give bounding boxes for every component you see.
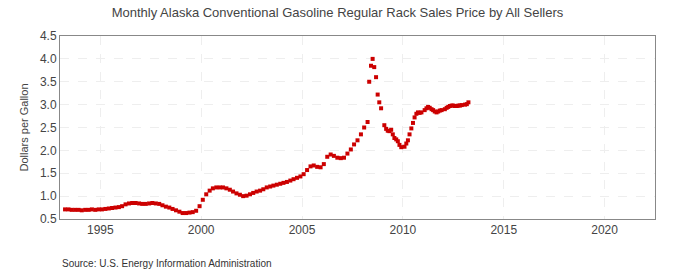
svg-text:2.5: 2.5 <box>40 121 57 135</box>
svg-text:1995: 1995 <box>87 223 114 237</box>
svg-text:2010: 2010 <box>390 223 417 237</box>
svg-text:0.5: 0.5 <box>40 212 57 226</box>
svg-text:Source: U.S. Energy Informatio: Source: U.S. Energy Information Administ… <box>62 258 272 269</box>
svg-text:4.0: 4.0 <box>40 52 57 66</box>
svg-text:1.0: 1.0 <box>40 189 57 203</box>
svg-text:2015: 2015 <box>490 223 517 237</box>
svg-text:1.5: 1.5 <box>40 166 57 180</box>
svg-text:3.5: 3.5 <box>40 75 57 89</box>
svg-text:Dollars per Gallon: Dollars per Gallon <box>18 83 30 171</box>
svg-text:2000: 2000 <box>188 223 215 237</box>
svg-text:Monthly Alaska Conventional Ga: Monthly Alaska Conventional Gasoline Reg… <box>112 5 564 20</box>
svg-text:3.0: 3.0 <box>40 98 57 112</box>
svg-text:2.0: 2.0 <box>40 144 57 158</box>
svg-text:2020: 2020 <box>591 223 618 237</box>
svg-text:2005: 2005 <box>289 223 316 237</box>
svg-text:4.5: 4.5 <box>40 29 57 43</box>
